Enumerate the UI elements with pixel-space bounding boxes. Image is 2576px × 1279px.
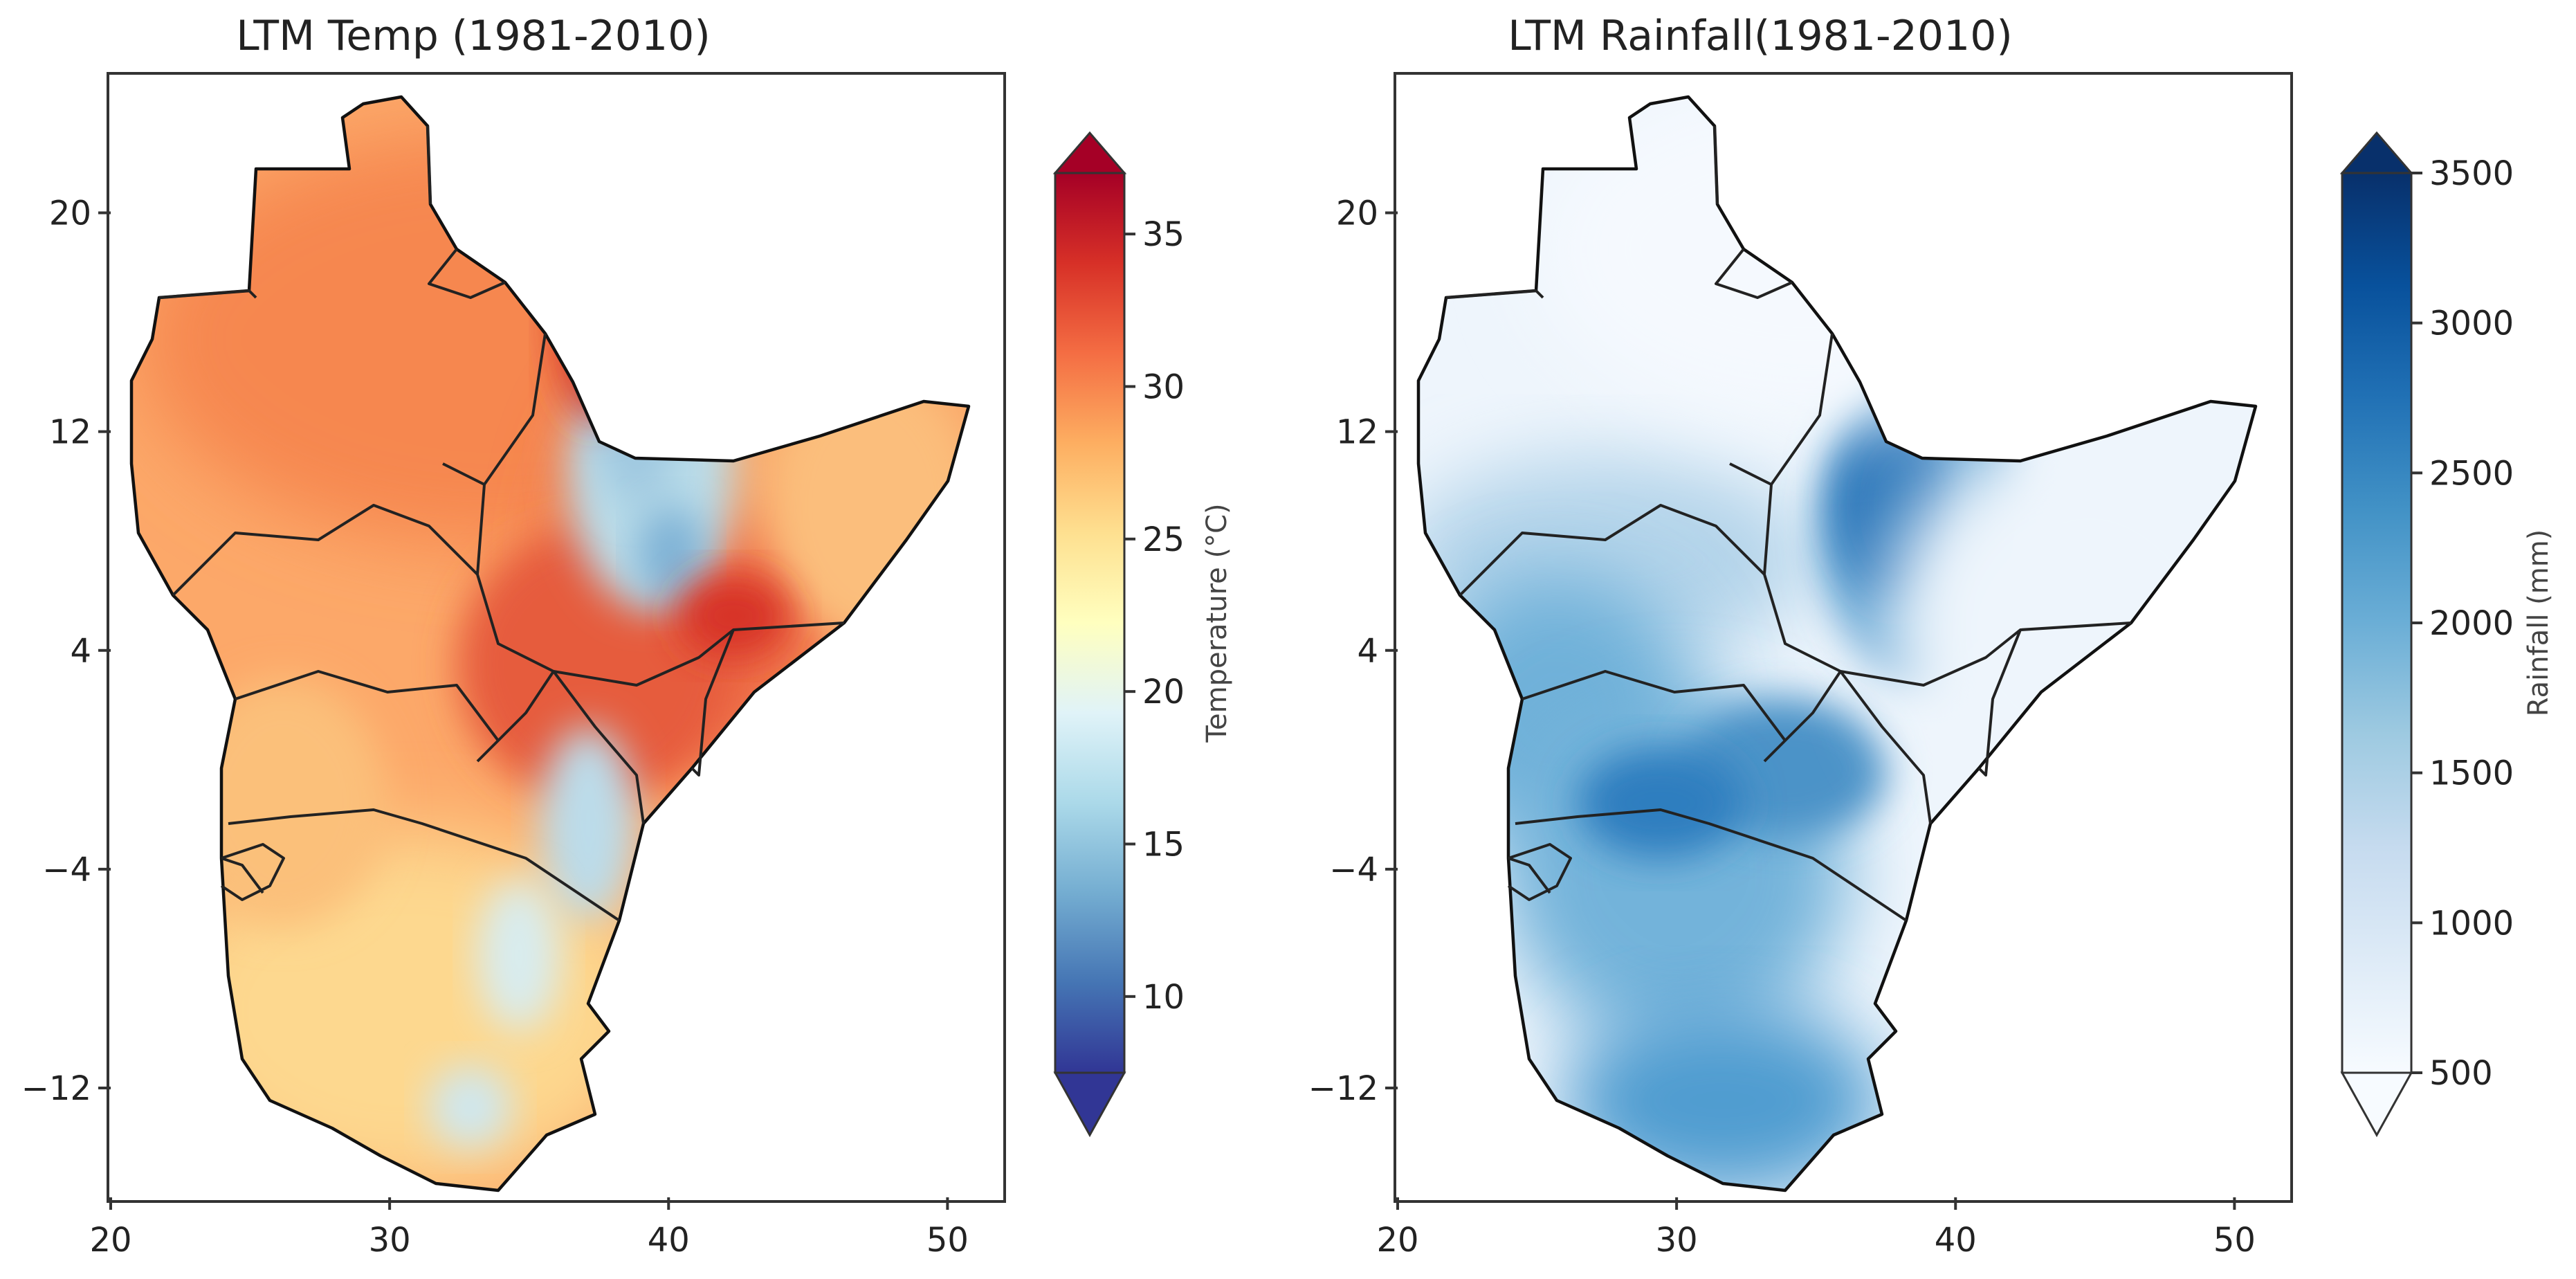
colorbar-tick-label: 2500 (2429, 454, 2514, 493)
colorbar-tick-label: 10 (1142, 978, 1185, 1017)
colorbar-tick-label: 3000 (2429, 305, 2514, 343)
rainfall-map-title: LTM Rainfall(1981-2010) (1508, 12, 2013, 60)
rain-x-tick-label: 40 (1935, 1221, 1977, 1260)
rainfall-colorbar-gradient (2341, 172, 2413, 1074)
temperature-colorbar-gradient (1054, 172, 1126, 1074)
rainfall-colorbar-ticks: 500 1000 1500 2000 2500 3000 3500 (2411, 154, 2514, 1093)
temperature-y-ticks: 20 12 4 −4 −12 (21, 194, 111, 1108)
temperature-country-borders (158, 125, 845, 922)
colorbar-tick-label: 2000 (2429, 604, 2514, 643)
rain-x-tick-label: 20 (1376, 1221, 1418, 1260)
temperature-colorbar: 10 15 20 25 30 35 Temperature (°C) (1052, 131, 1233, 1138)
temp-x-tick-label: 40 (648, 1221, 690, 1260)
temperature-x-ticks: 20 30 40 50 (89, 1197, 969, 1260)
temperature-map-area (111, 76, 1003, 1197)
rain-y-tick-label: −4 (1329, 851, 1378, 889)
temp-x-tick-label: 30 (369, 1221, 411, 1260)
rainfall-colorbar-max-extend (2339, 131, 2414, 174)
rainfall-x-ticks: 20 30 40 50 (1376, 1197, 2256, 1260)
rain-x-tick-label: 50 (2213, 1221, 2256, 1260)
rainfall-colorbar-label: Rainfall (mm) (2523, 529, 2555, 717)
rainfall-field (1418, 97, 2256, 1190)
colorbar-tick-label: 1000 (2429, 904, 2514, 943)
temperature-map-title: LTM Temp (1981-2010) (236, 12, 711, 60)
temp-x-tick-label: 20 (89, 1221, 131, 1260)
temperature-field (131, 97, 969, 1190)
temp-y-tick-label: −12 (21, 1069, 91, 1108)
rainfall-country-borders (1445, 125, 2132, 922)
temp-y-tick-label: 12 (49, 413, 91, 452)
temp-y-tick-label: 20 (49, 194, 91, 233)
temperature-colorbar-max-extend (1052, 131, 1127, 174)
colorbar-tick-label: 25 (1142, 520, 1185, 559)
temp-y-tick-label: 4 (70, 632, 91, 671)
colorbar-tick-label: 20 (1142, 673, 1185, 711)
temperature-colorbar-label: Temperature (°C) (1201, 503, 1233, 743)
colorbar-tick-label: 35 (1142, 215, 1185, 254)
rain-y-tick-label: 20 (1336, 194, 1378, 233)
temperature-panel: LTM Temp (1981-2010) (21, 12, 1233, 1260)
temperature-colorbar-min-extend (1053, 1071, 1126, 1138)
temp-x-tick-label: 50 (926, 1221, 969, 1260)
colorbar-tick-label: 500 (2429, 1054, 2493, 1093)
colorbar-tick-label: 30 (1142, 368, 1185, 406)
rainfall-y-ticks: 20 12 4 −4 −12 (1308, 194, 1398, 1108)
temperature-axes-frame (107, 72, 1006, 1203)
temperature-colorbar-ticks: 10 15 20 25 30 35 (1124, 215, 1185, 1017)
rain-x-tick-label: 30 (1656, 1221, 1698, 1260)
rainfall-map-area (1398, 76, 2297, 1197)
rain-y-tick-label: 4 (1357, 632, 1378, 671)
rainfall-colorbar: 500 1000 1500 2000 2500 3000 3500 Rainfall (mm… (2339, 131, 2555, 1138)
rainfall-panel: LTM Rainfall(1981-2010) (1308, 12, 2555, 1260)
rainfall-axes-frame (1394, 72, 2293, 1203)
rainfall-colorbar-min-extend (2340, 1071, 2413, 1138)
colorbar-tick-label: 1500 (2429, 754, 2514, 793)
rain-y-tick-label: 12 (1336, 413, 1378, 452)
temp-y-tick-label: −4 (42, 851, 91, 889)
rain-y-tick-label: −12 (1308, 1069, 1378, 1108)
colorbar-tick-label: 15 (1142, 825, 1185, 864)
colorbar-tick-label: 3500 (2429, 154, 2514, 193)
